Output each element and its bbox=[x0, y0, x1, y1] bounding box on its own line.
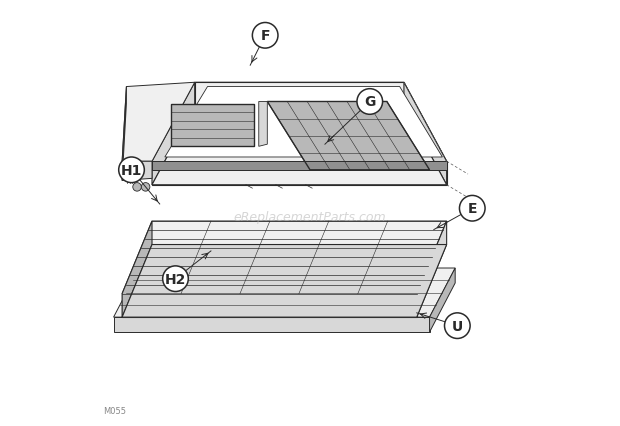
Text: U: U bbox=[452, 319, 463, 333]
Polygon shape bbox=[122, 245, 446, 317]
Circle shape bbox=[162, 266, 188, 292]
Polygon shape bbox=[417, 222, 446, 317]
Polygon shape bbox=[122, 222, 446, 294]
Polygon shape bbox=[152, 83, 195, 185]
Text: F: F bbox=[260, 29, 270, 43]
Polygon shape bbox=[113, 317, 430, 332]
Circle shape bbox=[459, 196, 485, 222]
Polygon shape bbox=[122, 87, 126, 181]
Text: H2: H2 bbox=[165, 272, 186, 286]
Polygon shape bbox=[152, 106, 446, 185]
Polygon shape bbox=[152, 162, 446, 185]
Text: G: G bbox=[364, 95, 376, 109]
Text: E: E bbox=[467, 202, 477, 216]
Text: eReplacementParts.com: eReplacementParts.com bbox=[234, 211, 386, 224]
Polygon shape bbox=[165, 87, 442, 158]
Polygon shape bbox=[152, 83, 446, 162]
Polygon shape bbox=[171, 104, 254, 147]
Polygon shape bbox=[195, 83, 404, 106]
Polygon shape bbox=[122, 162, 152, 181]
Circle shape bbox=[445, 313, 470, 339]
Polygon shape bbox=[430, 268, 455, 332]
Polygon shape bbox=[122, 294, 417, 317]
Text: M055: M055 bbox=[103, 406, 126, 415]
Circle shape bbox=[357, 89, 383, 115]
Text: H1: H1 bbox=[121, 164, 142, 177]
Polygon shape bbox=[404, 83, 446, 185]
Polygon shape bbox=[113, 268, 455, 317]
Circle shape bbox=[118, 158, 144, 183]
Polygon shape bbox=[152, 162, 446, 170]
Polygon shape bbox=[122, 222, 152, 317]
Circle shape bbox=[133, 183, 141, 192]
Circle shape bbox=[252, 23, 278, 49]
Polygon shape bbox=[259, 102, 267, 147]
Circle shape bbox=[141, 183, 150, 192]
Polygon shape bbox=[267, 102, 430, 170]
Polygon shape bbox=[122, 83, 195, 162]
